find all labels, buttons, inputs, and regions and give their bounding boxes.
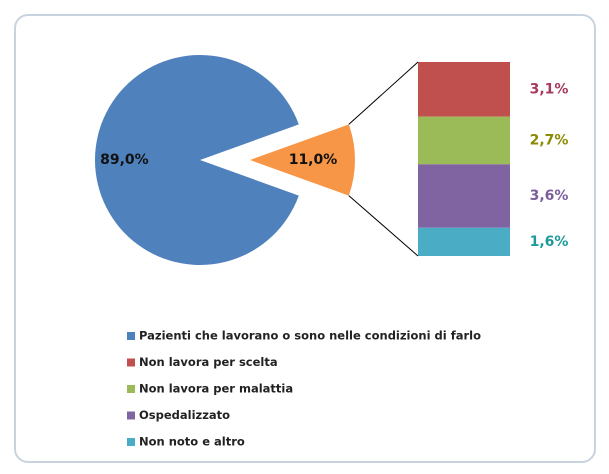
connector-line — [348, 61, 419, 125]
legend-swatch — [127, 385, 135, 393]
legend-label: Pazienti che lavorano o sono nelle condi… — [139, 329, 481, 343]
data-label: 1,6% — [530, 234, 569, 250]
legend-label: Ospedalizzato — [139, 408, 230, 422]
data-label: 3,1% — [530, 81, 569, 97]
legend-swatch — [127, 332, 135, 340]
data-label: 89,0% — [100, 152, 149, 168]
bar-segment — [418, 116, 510, 165]
bar-segment — [418, 227, 510, 256]
legend-swatch — [127, 358, 135, 367]
pie-slice — [95, 54, 299, 266]
legend-swatch — [127, 411, 135, 420]
data-label: 11,0% — [289, 152, 338, 168]
connector-line — [348, 195, 419, 257]
data-label: 3,6% — [530, 188, 569, 204]
legend-label: Non lavora per scelta — [139, 355, 278, 369]
pie-slice — [250, 124, 355, 196]
legend-swatch — [127, 438, 135, 446]
bar-segment — [418, 62, 510, 117]
bar-segment — [418, 164, 510, 228]
data-label: 2,7% — [530, 132, 569, 148]
legend-label: Non noto e altro — [139, 435, 245, 449]
legend-label: Non lavora per malattia — [139, 382, 293, 396]
